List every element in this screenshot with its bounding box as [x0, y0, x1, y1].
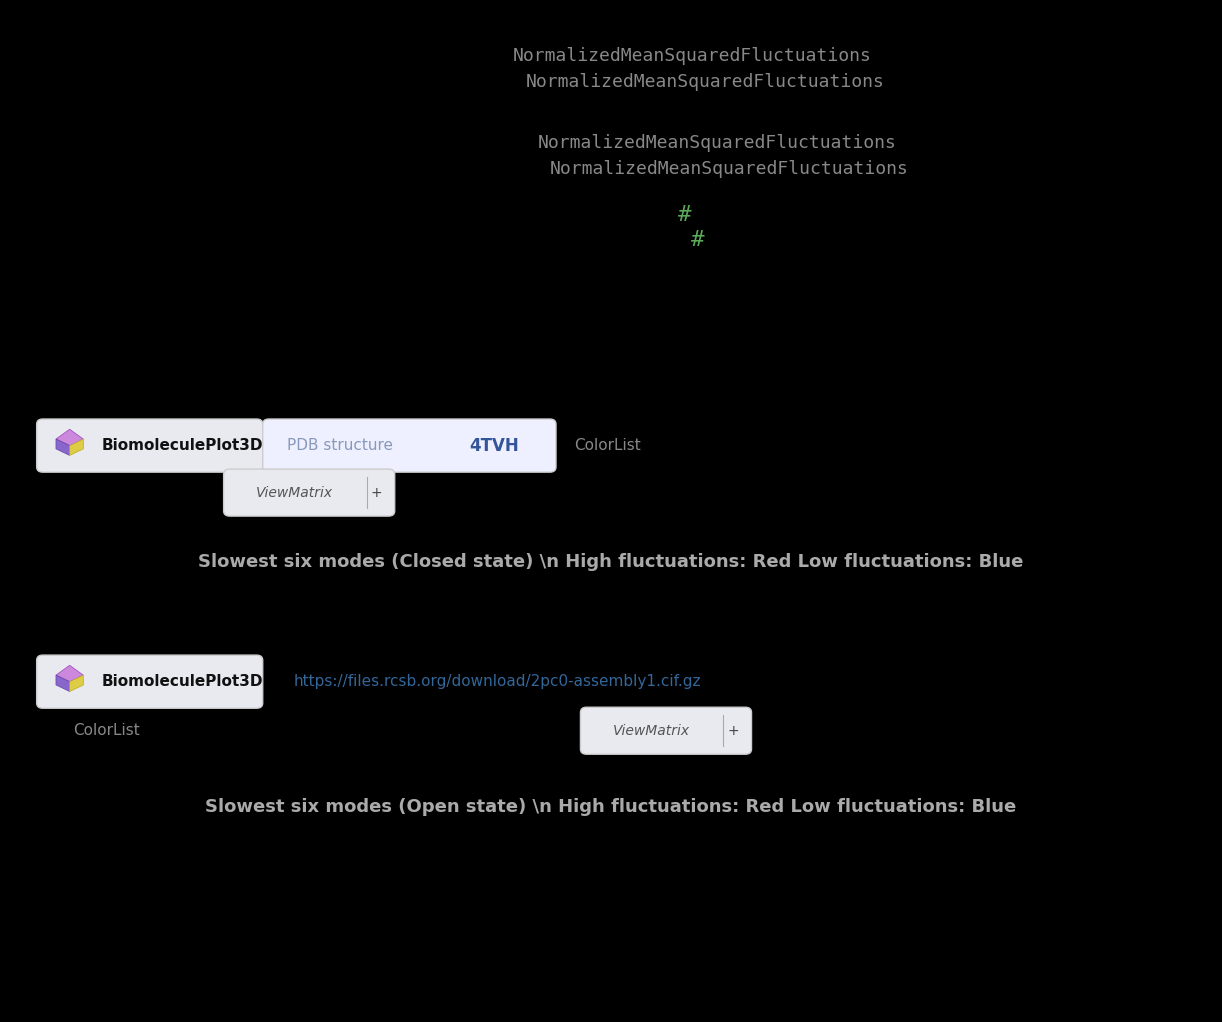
Text: NormalizedMeanSquaredFluctuations: NormalizedMeanSquaredFluctuations	[525, 73, 885, 91]
Text: Slowest six modes (Closed state) \n High fluctuations: Red Low fluctuations: Blu: Slowest six modes (Closed state) \n High…	[198, 553, 1024, 571]
FancyBboxPatch shape	[263, 419, 556, 472]
Text: ViewMatrix: ViewMatrix	[255, 485, 334, 500]
Text: BiomoleculePlot3D: BiomoleculePlot3D	[101, 675, 263, 689]
Polygon shape	[70, 439, 83, 456]
Text: Slowest six modes (Open state) \n High fluctuations: Red Low fluctuations: Blue: Slowest six modes (Open state) \n High f…	[205, 798, 1017, 817]
FancyBboxPatch shape	[580, 707, 752, 754]
Text: https://files.rcsb.org/download/2pc0-assembly1.cif.gz: https://files.rcsb.org/download/2pc0-ass…	[293, 675, 700, 689]
Text: BiomoleculePlot3D: BiomoleculePlot3D	[101, 438, 263, 453]
FancyBboxPatch shape	[37, 655, 263, 708]
Text: NormalizedMeanSquaredFluctuations: NormalizedMeanSquaredFluctuations	[550, 159, 909, 178]
FancyBboxPatch shape	[37, 419, 263, 472]
FancyBboxPatch shape	[224, 469, 395, 516]
Text: ColorList: ColorList	[574, 438, 642, 453]
Text: NormalizedMeanSquaredFluctuations: NormalizedMeanSquaredFluctuations	[513, 47, 873, 65]
Polygon shape	[70, 676, 83, 692]
Text: 4TVH: 4TVH	[469, 436, 519, 455]
Text: +: +	[727, 724, 739, 738]
Polygon shape	[56, 676, 70, 692]
Text: PDB structure: PDB structure	[287, 438, 393, 453]
Text: #: #	[690, 230, 704, 250]
Text: #: #	[678, 204, 692, 225]
Text: NormalizedMeanSquaredFluctuations: NormalizedMeanSquaredFluctuations	[538, 134, 897, 152]
Polygon shape	[56, 429, 83, 446]
Text: ViewMatrix: ViewMatrix	[612, 724, 690, 738]
Polygon shape	[56, 439, 70, 456]
Text: ColorList: ColorList	[73, 724, 141, 738]
Text: +: +	[370, 485, 382, 500]
Polygon shape	[56, 665, 83, 682]
